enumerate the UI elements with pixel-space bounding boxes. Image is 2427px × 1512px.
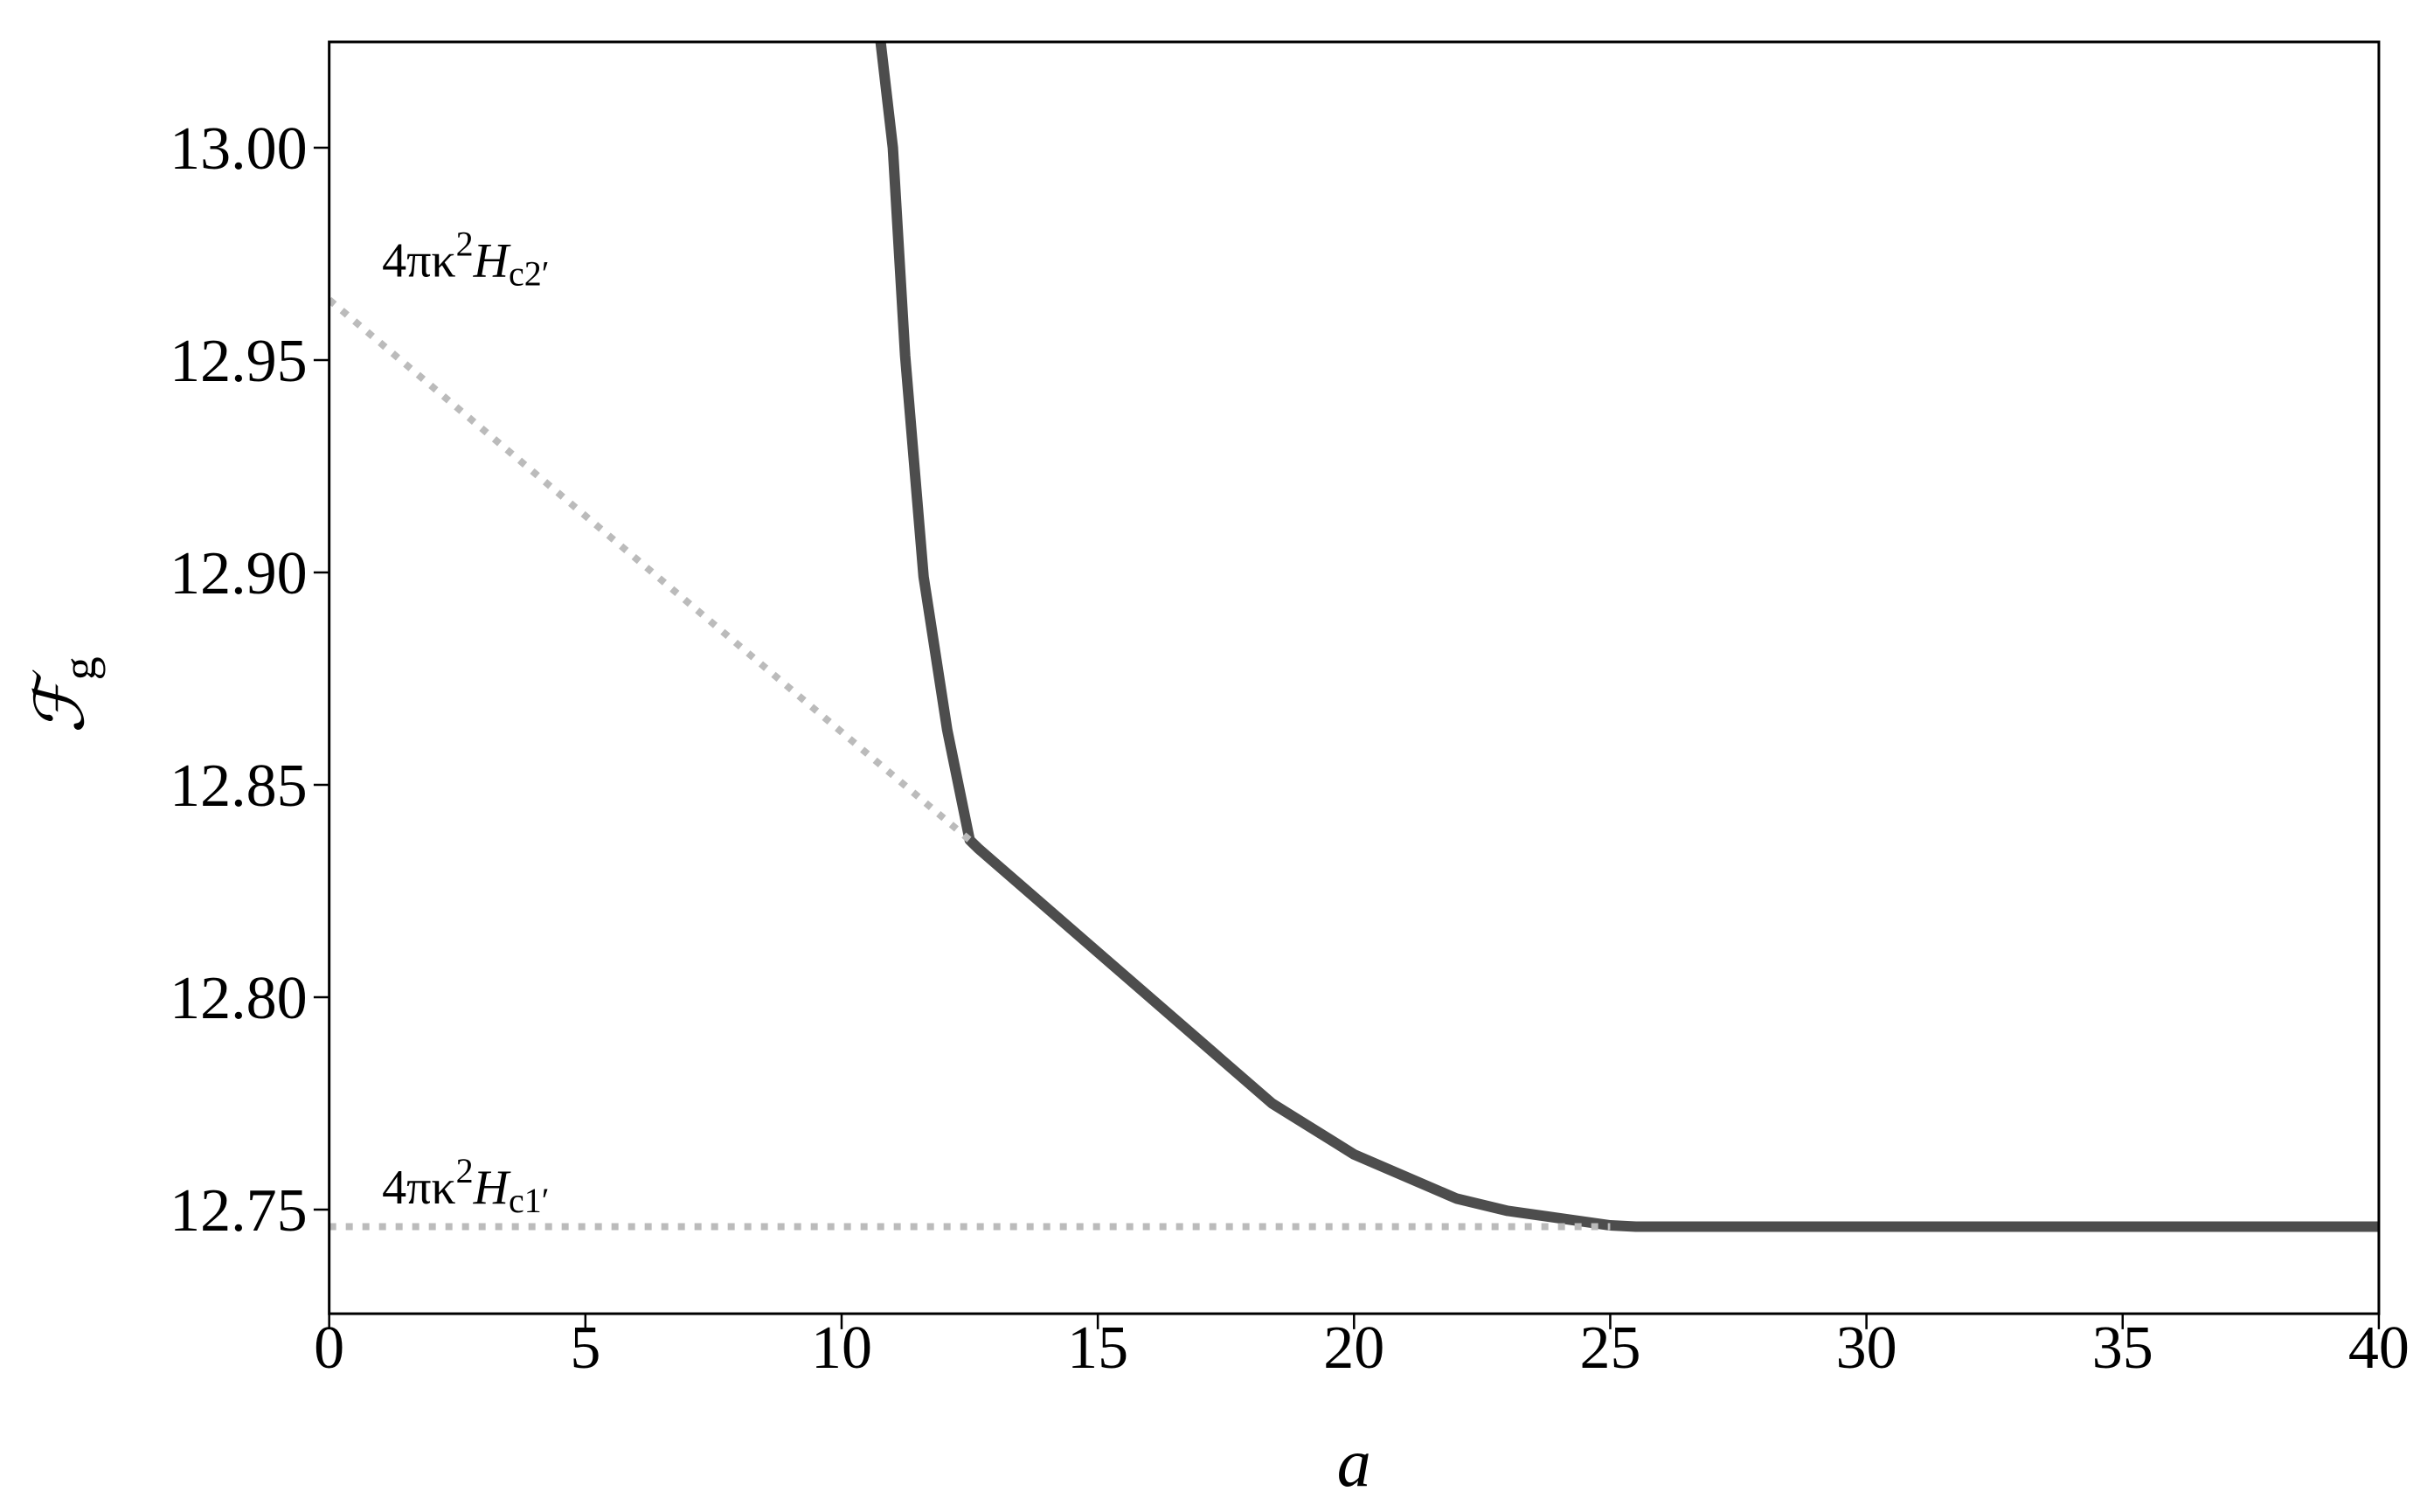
annotation: 4πκ2Hc1′ (382, 1151, 549, 1220)
y-tick-label: 12.85 (170, 753, 308, 820)
x-tick-label: 5 (570, 1314, 600, 1382)
y-tick-label: 12.75 (170, 1177, 308, 1245)
y-axis-label-sub: g (53, 656, 106, 680)
x-tick-label: 30 (1836, 1314, 1897, 1382)
y-axis-label: ℱg (22, 656, 106, 733)
annotation-base: 4πκ (382, 233, 456, 288)
x-tick-label: 0 (314, 1314, 344, 1382)
x-tick-label: 40 (2348, 1314, 2410, 1382)
annotation-sup: 2 (456, 224, 474, 263)
x-tick-label: 15 (1067, 1314, 1128, 1382)
y-tick-label: 12.80 (170, 965, 308, 1032)
annotation-sub: c2′ (509, 253, 550, 293)
annotation-var: H (473, 233, 511, 288)
annotation-base: 4πκ (382, 1161, 456, 1215)
y-tick-label: 12.95 (170, 328, 308, 395)
y-tick-label: 13.00 (170, 115, 308, 183)
x-tick-label: 25 (1579, 1314, 1640, 1382)
annotation-var: H (473, 1161, 511, 1215)
plot-frame (328, 40, 2381, 1315)
x-tick-label: 20 (1323, 1314, 1384, 1382)
annotation: 4πκ2Hc2′ (382, 224, 549, 293)
x-tick-label: 35 (2092, 1314, 2153, 1382)
y-tick-label: 12.90 (170, 540, 308, 607)
x-tick-label: 10 (811, 1314, 872, 1382)
reference-line (329, 296, 973, 843)
annotation-sub: c1′ (509, 1181, 550, 1220)
x-axis-label: a (1337, 1425, 1371, 1501)
data-line (875, 41, 2379, 1232)
annotation-sup: 2 (456, 1151, 474, 1190)
